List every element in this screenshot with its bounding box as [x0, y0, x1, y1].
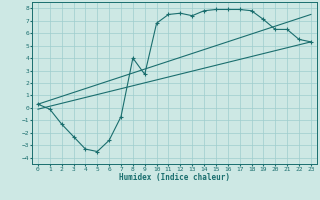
X-axis label: Humidex (Indice chaleur): Humidex (Indice chaleur): [119, 173, 230, 182]
